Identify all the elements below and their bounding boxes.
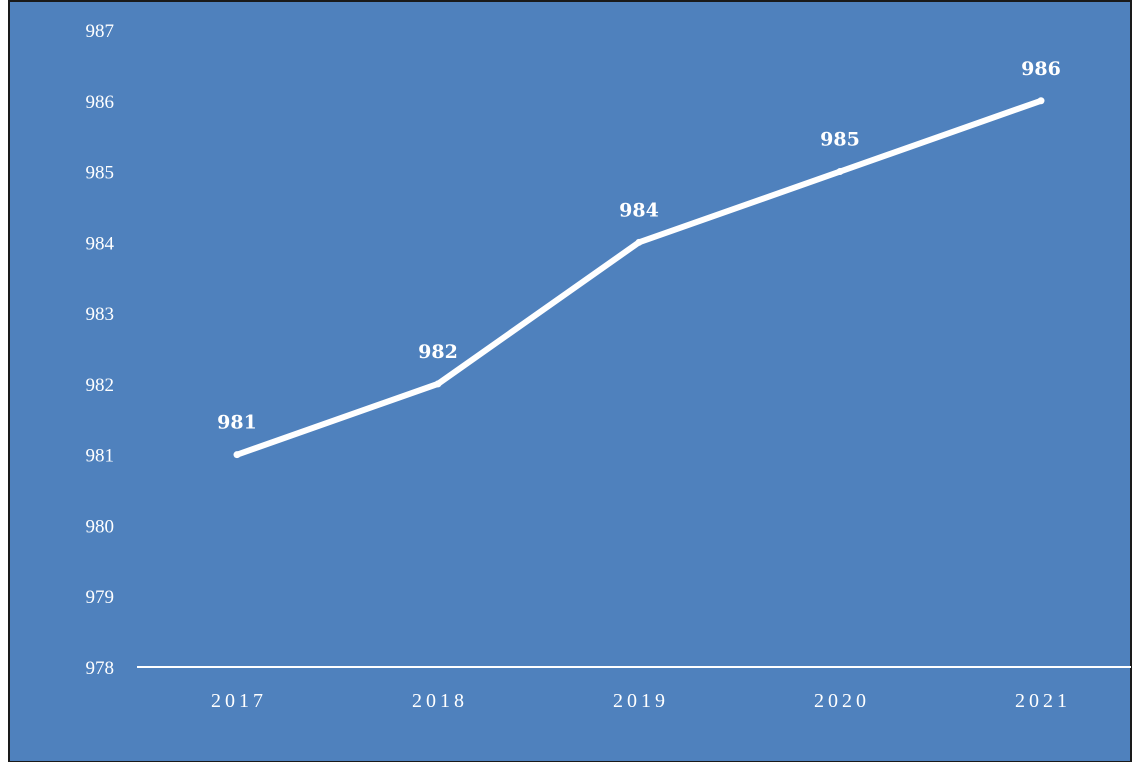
y-tick-label: 978	[86, 658, 115, 679]
data-point	[1037, 97, 1045, 105]
y-tick-label: 984	[86, 233, 115, 254]
data-label: 984	[619, 199, 659, 221]
x-tick-label: 2020	[814, 690, 870, 712]
data-point	[836, 168, 844, 176]
data-labels: 981 982 984 985 986	[217, 58, 1061, 434]
data-point	[434, 380, 442, 388]
y-tick-label: 982	[86, 375, 115, 396]
y-tick-label: 981	[86, 446, 115, 467]
y-tick-label: 987	[86, 21, 115, 42]
data-point	[635, 238, 643, 246]
x-tick-label: 2021	[1015, 690, 1071, 712]
y-tick-label: 986	[86, 92, 115, 113]
drop-lines	[236, 100, 1042, 667]
y-tick-label: 983	[86, 304, 115, 325]
x-tick-label: 2018	[412, 690, 468, 712]
data-label: 981	[217, 412, 257, 434]
y-tick-label: 980	[86, 516, 115, 537]
plot-background	[8, 0, 1132, 762]
data-point	[233, 451, 241, 459]
data-points	[233, 97, 1045, 459]
y-tick-label: 985	[86, 163, 115, 184]
y-axis-tick-labels: 978 979 980 981 982 983 984 985 986 987	[86, 21, 115, 679]
data-label: 986	[1021, 58, 1061, 80]
x-tick-label: 2019	[613, 690, 669, 712]
x-axis-tick-labels: 2017 2018 2019 2020 2021	[211, 690, 1071, 712]
y-tick-label: 979	[86, 587, 115, 608]
x-tick-label: 2017	[211, 690, 267, 712]
data-label: 982	[418, 341, 458, 363]
data-label: 985	[820, 129, 860, 151]
